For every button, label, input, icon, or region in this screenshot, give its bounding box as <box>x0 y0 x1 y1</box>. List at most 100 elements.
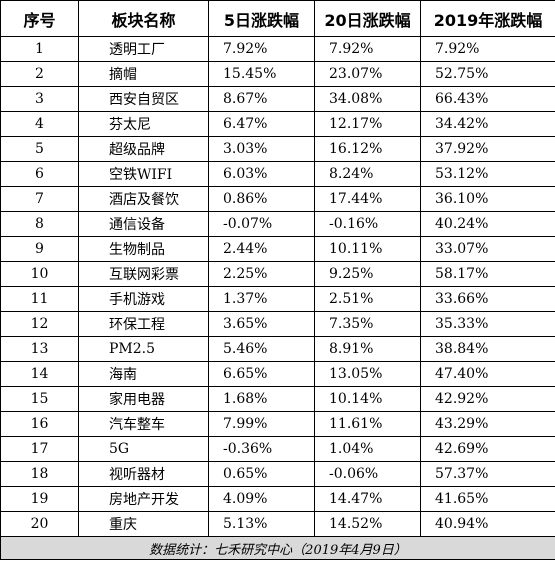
cell-sector-name: 超级品牌 <box>78 136 209 162</box>
footer-row: 数据统计：七禾研究中心（2019年4月9日） <box>0 536 555 560</box>
cell-change-20d: 11.61% <box>314 411 421 437</box>
cell-sector-name: 酒店及餐饮 <box>78 186 209 212</box>
table-row: 8 通信设备 -0.07% -0.16% 40.24% <box>0 211 555 237</box>
cell-change-2019: 41.65% <box>420 486 555 512</box>
cell-sector-name: 通信设备 <box>78 211 209 237</box>
cell-change-2019: 38.84% <box>420 336 555 362</box>
cell-change-5d: -0.07% <box>208 211 315 237</box>
table-row: 1 透明工厂 7.92% 7.92% 7.92% <box>0 36 555 62</box>
cell-change-2019: 58.17% <box>420 261 555 287</box>
cell-change-2019: 33.66% <box>420 286 555 312</box>
cell-sector-name: 5G <box>78 436 209 462</box>
cell-change-2019: 37.92% <box>420 136 555 162</box>
cell-index: 7 <box>0 186 79 212</box>
cell-index: 16 <box>0 411 79 437</box>
cell-sector-name: 视听器材 <box>78 461 209 487</box>
cell-change-5d: 1.37% <box>208 286 315 312</box>
cell-change-5d: 6.65% <box>208 361 315 387</box>
header-change-20d: 20日涨跌幅 <box>314 0 421 37</box>
cell-change-5d: 6.47% <box>208 111 315 137</box>
cell-change-2019: 42.69% <box>420 436 555 462</box>
table-row: 4 芬太尼 6.47% 12.17% 34.42% <box>0 111 555 137</box>
cell-change-20d: 13.05% <box>314 361 421 387</box>
cell-sector-name: 环保工程 <box>78 311 209 337</box>
cell-change-2019: 53.12% <box>420 161 555 187</box>
cell-change-20d: 10.11% <box>314 236 421 262</box>
cell-change-20d: 14.47% <box>314 486 421 512</box>
cell-change-20d: 8.91% <box>314 336 421 362</box>
cell-change-5d: 6.03% <box>208 161 315 187</box>
cell-change-2019: 40.24% <box>420 211 555 237</box>
cell-change-2019: 7.92% <box>420 36 555 62</box>
cell-change-20d: 14.52% <box>314 511 421 537</box>
header-row: 序号 板块名称 5日涨跌幅 20日涨跌幅 2019年涨跌幅 <box>0 0 555 37</box>
table-row: 3 西安自贸区 8.67% 34.08% 66.43% <box>0 86 555 112</box>
cell-sector-name: PM2.5 <box>78 336 209 362</box>
cell-change-5d: 7.99% <box>208 411 315 437</box>
cell-change-5d: 2.25% <box>208 261 315 287</box>
header-index: 序号 <box>0 0 79 37</box>
cell-sector-name: 芬太尼 <box>78 111 209 137</box>
table-row: 15 家用电器 1.68% 10.14% 42.92% <box>0 386 555 412</box>
cell-index: 14 <box>0 361 79 387</box>
cell-index: 15 <box>0 386 79 412</box>
cell-change-2019: 34.42% <box>420 111 555 137</box>
data-source-note: 数据统计：七禾研究中心（2019年4月9日） <box>0 536 555 560</box>
cell-sector-name: 汽车整车 <box>78 411 209 437</box>
table-row: 7 酒店及餐饮 0.86% 17.44% 36.10% <box>0 186 555 212</box>
cell-change-20d: 7.92% <box>314 36 421 62</box>
table-row: 17 5G -0.36% 1.04% 42.69% <box>0 436 555 462</box>
cell-change-2019: 40.94% <box>420 511 555 537</box>
cell-sector-name: 重庆 <box>78 511 209 537</box>
cell-change-20d: 12.17% <box>314 111 421 137</box>
cell-sector-name: 生物制品 <box>78 236 209 262</box>
cell-change-2019: 52.75% <box>420 61 555 87</box>
cell-index: 13 <box>0 336 79 362</box>
cell-change-5d: 7.92% <box>208 36 315 62</box>
table-row: 16 汽车整车 7.99% 11.61% 43.29% <box>0 411 555 437</box>
header-change-2019: 2019年涨跌幅 <box>420 0 555 37</box>
cell-index: 18 <box>0 461 79 487</box>
cell-index: 12 <box>0 311 79 337</box>
cell-change-20d: 1.04% <box>314 436 421 462</box>
cell-change-5d: -0.36% <box>208 436 315 462</box>
cell-change-5d: 2.44% <box>208 236 315 262</box>
cell-sector-name: 西安自贸区 <box>78 86 209 112</box>
cell-sector-name: 摘帽 <box>78 61 209 87</box>
cell-change-5d: 8.67% <box>208 86 315 112</box>
cell-change-20d: 17.44% <box>314 186 421 212</box>
cell-index: 10 <box>0 261 79 287</box>
cell-index: 6 <box>0 161 79 187</box>
cell-index: 11 <box>0 286 79 312</box>
cell-change-2019: 36.10% <box>420 186 555 212</box>
cell-sector-name: 透明工厂 <box>78 36 209 62</box>
table-row: 6 空铁WIFI 6.03% 8.24% 53.12% <box>0 161 555 187</box>
cell-change-2019: 57.37% <box>420 461 555 487</box>
cell-index: 1 <box>0 36 79 62</box>
cell-sector-name: 家用电器 <box>78 386 209 412</box>
cell-index: 5 <box>0 136 79 162</box>
cell-change-2019: 35.33% <box>420 311 555 337</box>
cell-change-5d: 0.65% <box>208 461 315 487</box>
cell-index: 2 <box>0 61 79 87</box>
cell-change-2019: 66.43% <box>420 86 555 112</box>
table-row: 13 PM2.5 5.46% 8.91% 38.84% <box>0 336 555 362</box>
cell-index: 17 <box>0 436 79 462</box>
cell-change-20d: 34.08% <box>314 86 421 112</box>
table-row: 14 海南 6.65% 13.05% 47.40% <box>0 361 555 387</box>
cell-change-20d: 2.51% <box>314 286 421 312</box>
cell-change-20d: -0.06% <box>314 461 421 487</box>
cell-change-2019: 43.29% <box>420 411 555 437</box>
cell-change-5d: 5.13% <box>208 511 315 537</box>
header-sector-name: 板块名称 <box>78 0 209 37</box>
cell-change-20d: -0.16% <box>314 211 421 237</box>
cell-index: 20 <box>0 511 79 537</box>
table-row: 11 手机游戏 1.37% 2.51% 33.66% <box>0 286 555 312</box>
cell-change-20d: 16.12% <box>314 136 421 162</box>
cell-index: 8 <box>0 211 79 237</box>
cell-index: 4 <box>0 111 79 137</box>
cell-change-5d: 0.86% <box>208 186 315 212</box>
cell-change-2019: 42.92% <box>420 386 555 412</box>
table-row: 5 超级品牌 3.03% 16.12% 37.92% <box>0 136 555 162</box>
